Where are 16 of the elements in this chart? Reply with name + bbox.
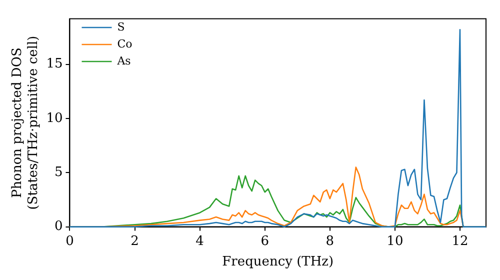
y-tick-label: 15: [46, 56, 63, 72]
x-tick-label: 4: [196, 234, 204, 249]
y-tick-label: 5: [54, 165, 63, 180]
x-axis-title: Frequency (THz): [222, 254, 334, 270]
y-tick-label: 0: [54, 219, 63, 234]
legend-label: As: [116, 54, 132, 68]
y-tick-label: 10: [46, 110, 63, 126]
x-tick-label: 8: [326, 234, 334, 249]
x-tick-label: 10: [386, 234, 404, 249]
x-tick-label: 2: [130, 234, 139, 249]
y-axis-title: Phonon projected DOS (States/THz·primitive cell): [10, 36, 41, 210]
legend-label: S: [117, 20, 125, 34]
x-tick-label: 0: [66, 234, 74, 249]
x-tick-label: 6: [260, 234, 270, 249]
legend-label: Co: [117, 37, 133, 50]
x-tick-label: 12: [452, 234, 468, 249]
